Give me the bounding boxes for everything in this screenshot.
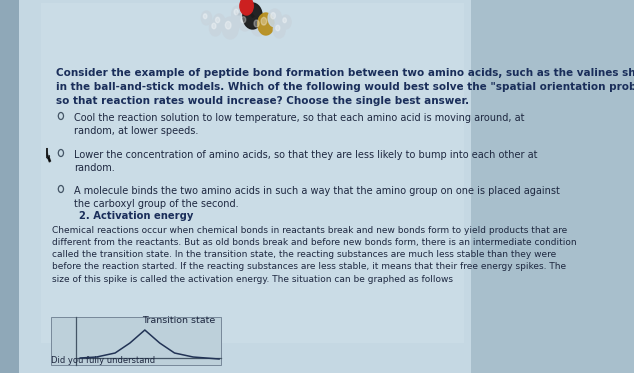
FancyBboxPatch shape bbox=[41, 3, 464, 343]
Circle shape bbox=[240, 0, 253, 15]
Circle shape bbox=[241, 17, 246, 23]
FancyBboxPatch shape bbox=[0, 0, 30, 373]
Text: Did you fully understand: Did you fully understand bbox=[51, 356, 155, 365]
Circle shape bbox=[271, 13, 275, 19]
Text: Cool the reaction solution to low temperature, so that each amino acid is moving: Cool the reaction solution to low temper… bbox=[74, 113, 525, 136]
FancyBboxPatch shape bbox=[51, 317, 221, 365]
Circle shape bbox=[225, 21, 231, 29]
Text: Transition state: Transition state bbox=[141, 316, 215, 325]
Circle shape bbox=[261, 18, 267, 25]
Circle shape bbox=[231, 6, 243, 22]
Circle shape bbox=[216, 17, 219, 23]
Circle shape bbox=[201, 11, 212, 25]
Text: Chemical reactions occur when chemical bonds in reactants break and new bonds fo: Chemical reactions occur when chemical b… bbox=[52, 226, 576, 283]
Circle shape bbox=[268, 9, 281, 27]
Text: 2. Activation energy: 2. Activation energy bbox=[79, 211, 194, 221]
Text: Consider the example of peptide bond formation between two amino acids, such as : Consider the example of peptide bond for… bbox=[56, 68, 634, 106]
Circle shape bbox=[243, 3, 262, 29]
Text: Lower the concentration of amino acids, so that they are less likely to bump int: Lower the concentration of amino acids, … bbox=[74, 150, 538, 173]
Circle shape bbox=[209, 20, 221, 36]
Circle shape bbox=[273, 22, 285, 38]
Circle shape bbox=[283, 18, 287, 23]
Circle shape bbox=[234, 9, 238, 15]
Circle shape bbox=[204, 14, 207, 19]
Circle shape bbox=[281, 15, 291, 29]
Circle shape bbox=[238, 13, 252, 31]
Polygon shape bbox=[47, 148, 51, 162]
FancyBboxPatch shape bbox=[18, 0, 471, 373]
Circle shape bbox=[276, 25, 280, 31]
Circle shape bbox=[254, 20, 259, 27]
Circle shape bbox=[251, 16, 266, 36]
Circle shape bbox=[213, 14, 225, 30]
Circle shape bbox=[212, 23, 216, 29]
Circle shape bbox=[222, 17, 238, 39]
Text: A molecule binds the two amino acids in such a way that the amino group on one i: A molecule binds the two amino acids in … bbox=[74, 186, 560, 209]
Circle shape bbox=[257, 13, 274, 35]
